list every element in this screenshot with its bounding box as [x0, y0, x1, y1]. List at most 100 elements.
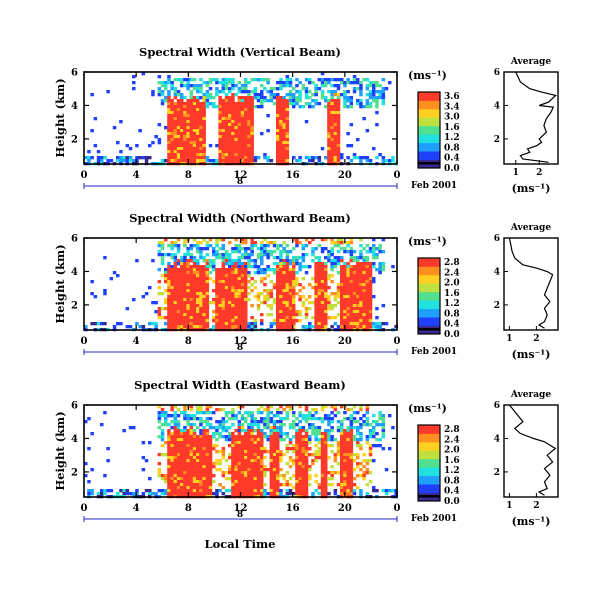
- heatmap-cell: [180, 256, 184, 260]
- heatmap-cell: [327, 307, 331, 311]
- heatmap-cell: [218, 141, 222, 145]
- heatmap-cell: [218, 147, 222, 151]
- colorbar-segment: [418, 490, 440, 493]
- heatmap-cell: [356, 319, 360, 323]
- heatmap-cell: [346, 477, 350, 481]
- heatmap-cell: [164, 238, 168, 242]
- heatmap-cell: [196, 99, 200, 103]
- heatmap-cell: [170, 253, 174, 257]
- heatmap-cell: [279, 304, 283, 308]
- heatmap-cell: [240, 144, 245, 148]
- heatmap-cell: [352, 250, 357, 254]
- heatmap-cell: [224, 322, 229, 326]
- heatmap-cell: [250, 247, 254, 251]
- heatmap-cell: [215, 87, 219, 91]
- heatmap-cell: [202, 307, 206, 311]
- heatmap-cell: [170, 268, 174, 272]
- heatmap-cell: [170, 277, 174, 281]
- heatmap-cell: [378, 438, 382, 442]
- heatmap-cell: [196, 426, 200, 430]
- heatmap-cell: [132, 492, 136, 496]
- heatmap-cell: [288, 325, 293, 329]
- heatmap-cell: [333, 144, 338, 148]
- heatmap-cell: [240, 114, 245, 118]
- heatmap-cell: [205, 453, 210, 457]
- heatmap-cell: [199, 84, 203, 88]
- heatmap-cell: [167, 132, 171, 136]
- heatmap-cell: [196, 483, 200, 487]
- heatmap-cell: [192, 304, 197, 308]
- heatmap-cell: [375, 81, 379, 85]
- heatmap-cell: [164, 301, 168, 305]
- heatmap-cell: [298, 486, 302, 490]
- colorbar-unit: (ms⁻¹): [408, 235, 447, 248]
- heatmap-cell: [212, 411, 216, 415]
- heatmap-cell: [196, 319, 200, 323]
- heatmap-cell: [279, 450, 283, 454]
- heatmap-cell: [276, 438, 280, 442]
- heatmap-cell: [173, 123, 178, 127]
- heatmap-cell: [212, 247, 216, 251]
- heatmap-cell: [343, 292, 347, 296]
- heatmap-cell: [314, 432, 318, 436]
- heatmap-cell: [304, 489, 309, 493]
- heatmap-cell: [352, 477, 357, 481]
- heatmap-cell: [237, 135, 242, 139]
- heatmap-cell: [343, 489, 347, 493]
- heatmap-cell: [180, 274, 184, 278]
- heatmap-cell: [279, 298, 283, 302]
- heatmap-cell: [343, 322, 347, 326]
- heatmap-cell: [186, 483, 190, 487]
- colorbar-segment: [418, 425, 440, 428]
- heatmap-cell: [224, 325, 229, 329]
- heatmap-cell: [176, 250, 181, 254]
- heatmap-cell: [324, 238, 328, 242]
- heatmap-cell: [170, 483, 174, 487]
- colorbar-segment: [418, 132, 440, 135]
- heatmap-cell: [208, 489, 213, 493]
- heatmap-cell: [228, 438, 232, 442]
- heatmap-cell: [144, 489, 149, 493]
- heatmap-cell: [234, 414, 238, 418]
- heatmap-cell: [372, 459, 376, 463]
- heatmap-cell: [324, 316, 328, 320]
- heatmap-cell: [199, 459, 203, 463]
- heatmap-cell: [103, 256, 107, 260]
- heatmap-cell: [288, 483, 293, 487]
- heatmap-cell: [208, 465, 213, 469]
- heatmap-cell: [269, 480, 274, 484]
- heatmap-cell: [266, 250, 270, 254]
- heatmap-cell: [362, 322, 366, 326]
- heatmap-cell: [234, 438, 238, 442]
- heatmap-cell: [189, 417, 194, 421]
- heatmap-cell: [356, 274, 360, 278]
- heatmap-cell: [308, 283, 312, 287]
- heatmap-cell: [196, 477, 200, 481]
- heatmap-cell: [205, 241, 210, 245]
- heatmap-cell: [215, 144, 219, 148]
- heatmap-cell: [199, 150, 203, 154]
- heatmap-cell: [256, 483, 261, 487]
- heatmap-cell: [192, 322, 197, 326]
- heatmap-cell: [221, 274, 226, 278]
- heatmap-cell: [320, 268, 325, 272]
- heatmap-cell: [170, 132, 174, 136]
- heatmap-cell: [244, 295, 248, 299]
- heatmap-cell: [160, 256, 165, 260]
- heatmap-cell: [279, 292, 283, 296]
- heatmap-cell: [228, 96, 232, 100]
- heatmap-cell: [234, 319, 238, 323]
- heatmap-cell: [192, 120, 197, 124]
- heatmap-cell: [279, 456, 283, 460]
- heatmap-cell: [368, 90, 373, 94]
- heatmap-cell: [276, 489, 280, 493]
- heatmap-cell: [320, 286, 325, 290]
- heatmap-cell: [298, 99, 302, 103]
- heatmap-cell: [192, 292, 197, 296]
- heatmap-cell: [317, 456, 322, 460]
- heatmap-cell: [324, 432, 328, 436]
- heatmap-cell: [317, 87, 322, 91]
- heatmap-cell: [167, 81, 171, 85]
- heatmap-cell: [148, 489, 152, 493]
- heatmap-cell: [276, 480, 280, 484]
